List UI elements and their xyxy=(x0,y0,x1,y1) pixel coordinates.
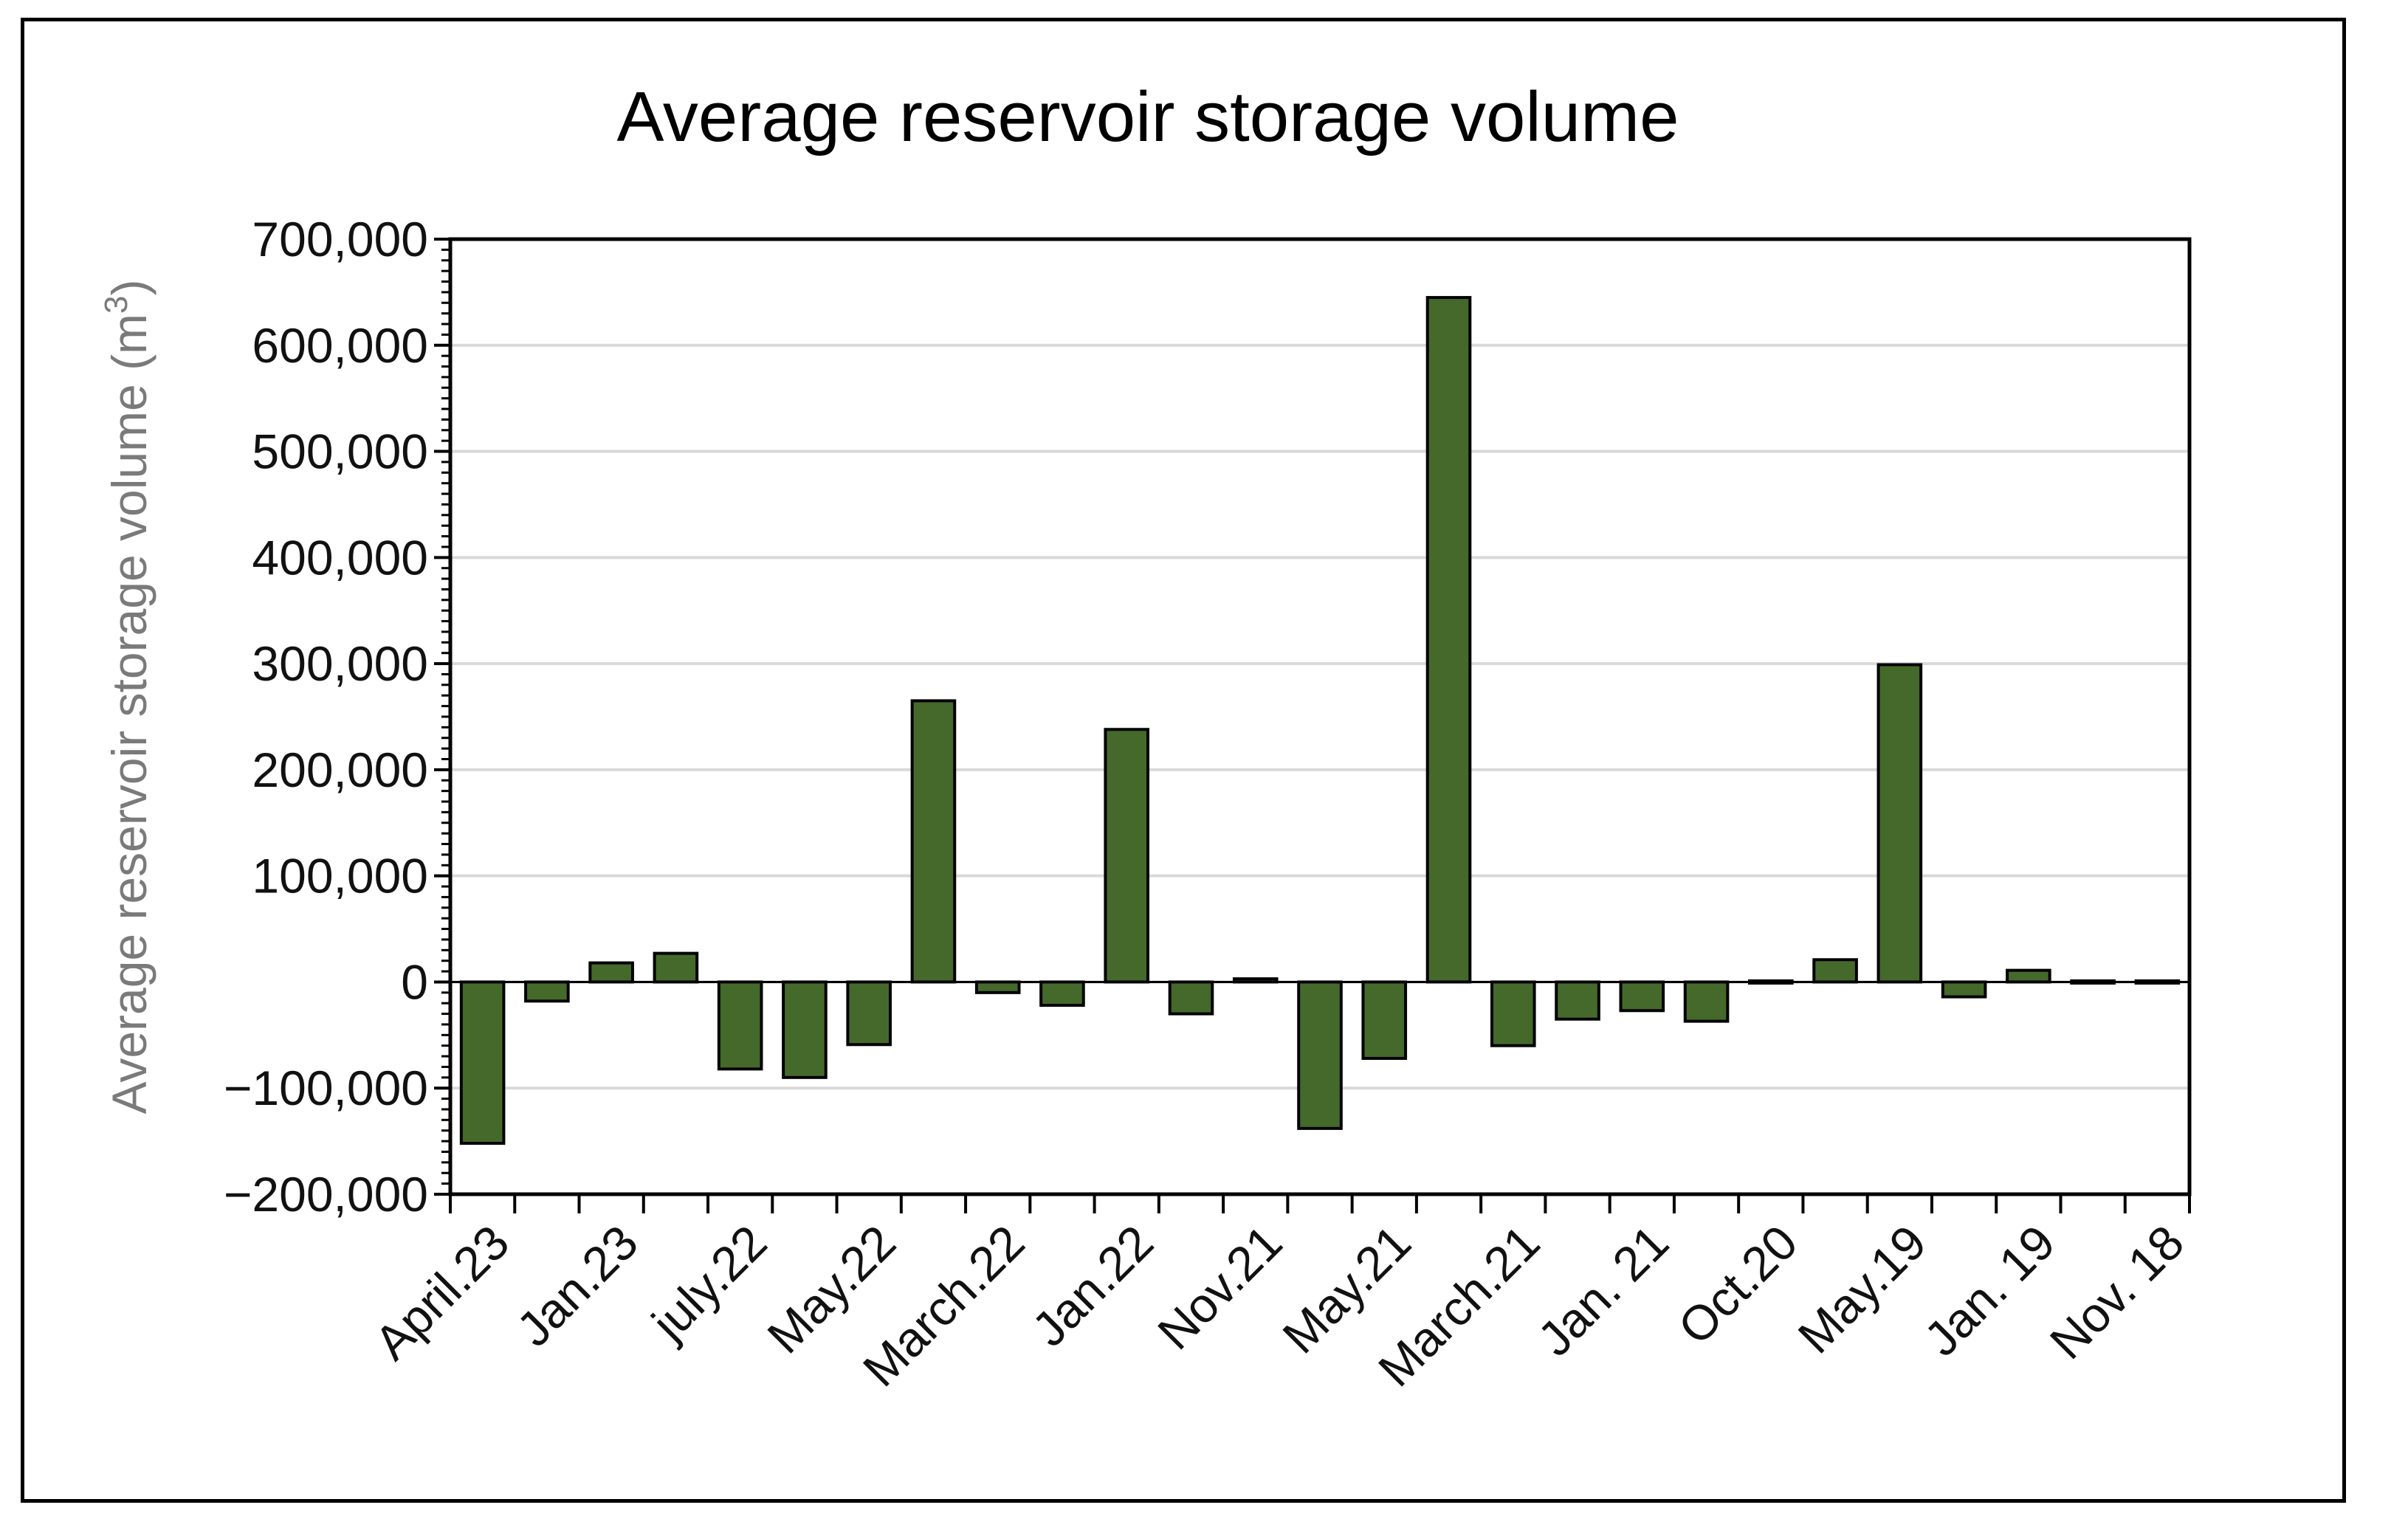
bar xyxy=(1104,728,1150,984)
bar xyxy=(910,699,957,984)
gridlines xyxy=(450,343,2189,1090)
y-tick-label: 100,000 xyxy=(252,849,428,903)
x-tick-label: April.23 xyxy=(364,1215,520,1371)
y-tick-label: −100,000 xyxy=(224,1061,428,1115)
x-tick-label: Nov.21 xyxy=(1147,1215,1293,1360)
bar xyxy=(1812,958,1858,984)
bar xyxy=(588,961,634,984)
y-tick-label: 700,000 xyxy=(252,212,428,266)
bar xyxy=(717,980,763,1071)
chart-title: Average reservoir storage volume xyxy=(617,77,1679,156)
x-tick-label: Nov. 18 xyxy=(2040,1215,2195,1370)
x-tick-label: Jan. 21 xyxy=(1527,1215,1679,1366)
axes xyxy=(434,237,2192,1213)
bar xyxy=(1490,980,1536,1047)
bar xyxy=(1168,980,1214,1016)
bar xyxy=(653,951,699,984)
y-tick-label: 600,000 xyxy=(252,318,428,373)
x-tick-label: Oct.20 xyxy=(1668,1215,1808,1355)
chart: Average reservoir storage volume Average… xyxy=(98,77,2194,1397)
bars xyxy=(459,296,2181,1145)
x-tick-labels: April.23Jan.23july.22May.22March.22Jan.2… xyxy=(364,1215,2194,1397)
bar xyxy=(1941,980,1987,999)
y-tick-label: 400,000 xyxy=(252,530,428,585)
bar xyxy=(974,980,1021,994)
bar xyxy=(1425,296,1472,984)
bar xyxy=(1039,980,1085,1007)
x-tick-label: May.19 xyxy=(1787,1215,1936,1364)
y-axis-label: Average reservoir storage volume (m3) xyxy=(98,279,156,1114)
bar xyxy=(524,980,570,1003)
x-tick-label: july.22 xyxy=(640,1215,777,1351)
chart-frame: Average reservoir storage volume Average… xyxy=(21,18,2346,1503)
y-tick-label: 0 xyxy=(401,954,428,1009)
bar xyxy=(1876,663,1923,984)
x-tick-label: Jan.23 xyxy=(506,1215,648,1357)
bar xyxy=(459,980,506,1145)
bar xyxy=(1297,980,1343,1130)
x-tick-label: Jan.22 xyxy=(1022,1215,1163,1357)
y-tick-label: 200,000 xyxy=(252,743,428,797)
bar xyxy=(1555,980,1600,1021)
y-tick-label: 300,000 xyxy=(252,636,428,691)
bar xyxy=(1683,980,1730,1023)
y-tick-label: −200,000 xyxy=(224,1167,428,1222)
bar xyxy=(1361,980,1408,1060)
bar xyxy=(846,980,892,1047)
bar xyxy=(2006,968,2051,984)
x-tick-label: Jan. 19 xyxy=(1913,1215,2065,1366)
bar xyxy=(782,980,828,1079)
y-tick-labels: −200,000 −100,000 0 100,000 200,000 300,000 40… xyxy=(224,212,428,1222)
bar xyxy=(1619,980,1665,1013)
y-tick-label: 500,000 xyxy=(252,424,428,479)
